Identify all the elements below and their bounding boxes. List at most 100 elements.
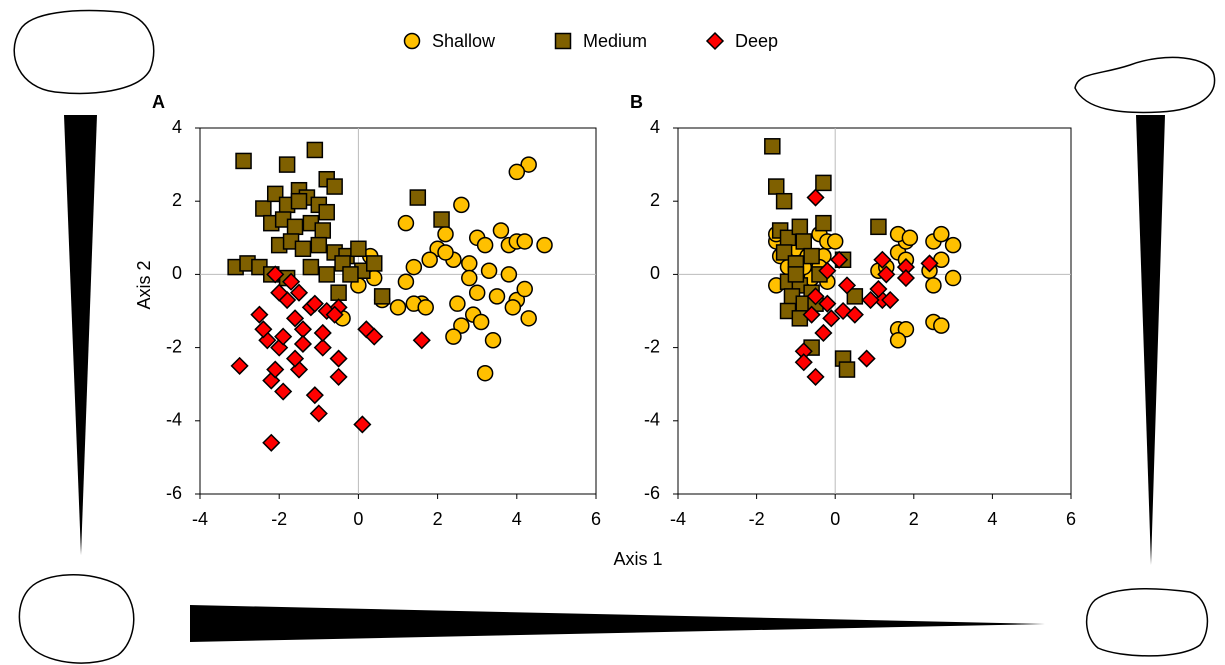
data-point: [235, 152, 252, 170]
data-point: [830, 250, 849, 269]
data-point: [901, 229, 919, 247]
y-tick-label: 0: [650, 263, 660, 283]
data-point: [520, 310, 537, 327]
data-point: [289, 283, 309, 302]
data-point: [897, 321, 915, 338]
x-tick-label: 6: [1066, 509, 1076, 529]
y-tick-label: -6: [644, 483, 660, 503]
data-point: [397, 273, 415, 290]
data-point: [920, 254, 939, 273]
data-point: [846, 288, 864, 305]
data-point: [254, 320, 273, 339]
x-tick-label: -2: [749, 509, 765, 529]
data-point: [285, 309, 305, 328]
decoration-blob: [18, 574, 135, 664]
y-tick-label: 4: [650, 117, 660, 137]
data-point: [795, 233, 813, 250]
data-point: [278, 156, 296, 173]
data-point: [476, 236, 494, 254]
data-point: [306, 141, 324, 159]
data-point: [492, 222, 510, 239]
data-point: [313, 323, 332, 343]
data-point: [421, 251, 438, 269]
data-point: [933, 317, 950, 334]
legend-marker: [554, 32, 572, 50]
x-tick-label: -2: [271, 509, 287, 529]
data-point: [305, 294, 324, 313]
data-point: [870, 218, 887, 236]
x-tick-label: 6: [591, 509, 601, 529]
data-point: [453, 317, 470, 334]
x-axis-label: Axis 1: [613, 549, 662, 569]
data-point: [305, 386, 324, 405]
data-point: [500, 266, 518, 283]
data-point: [445, 328, 462, 345]
decoration-wedge: [190, 605, 1045, 642]
data-point: [944, 236, 962, 254]
data-point: [806, 287, 825, 306]
data-point: [516, 233, 533, 250]
y-tick-label: -4: [166, 410, 182, 430]
decoration-blob: [1086, 588, 1209, 657]
data-point: [806, 367, 825, 386]
data-point: [845, 305, 864, 324]
decoration-blob: [13, 9, 155, 95]
data-point: [873, 250, 892, 269]
data-point: [468, 284, 486, 301]
data-point: [806, 188, 825, 207]
data-point: [488, 288, 506, 305]
data-point: [409, 189, 427, 206]
data-point: [433, 211, 450, 228]
y-axis-label: Axis 2: [134, 260, 154, 309]
y-tick-label: 4: [172, 117, 182, 137]
y-tick-label: -2: [166, 336, 182, 356]
data-point: [516, 280, 533, 298]
decoration-wedge: [1136, 115, 1165, 565]
data-point: [230, 356, 249, 375]
data-point: [461, 255, 478, 272]
data-point: [329, 367, 348, 386]
x-tick-label: -4: [670, 509, 686, 529]
data-point: [290, 192, 308, 210]
y-tick-label: 2: [172, 190, 182, 210]
data-point: [318, 203, 335, 221]
data-point: [365, 327, 384, 346]
data-point: [453, 196, 470, 214]
data-point: [815, 174, 832, 192]
data-point: [837, 276, 857, 295]
data-point: [250, 305, 269, 324]
x-tick-label: 4: [987, 509, 997, 529]
data-point: [330, 284, 347, 301]
data-point: [869, 279, 888, 299]
data-point: [437, 225, 454, 243]
data-point: [314, 222, 332, 239]
legend-marker: [705, 31, 725, 51]
data-point: [255, 200, 272, 217]
panel-label: A: [152, 92, 165, 112]
plot-frame: [199, 127, 597, 495]
data-point: [282, 272, 301, 291]
data-point: [350, 240, 367, 258]
y-tick-label: 2: [650, 190, 660, 210]
data-point: [449, 295, 466, 312]
data-point: [787, 266, 805, 283]
legend-label: Shallow: [432, 31, 496, 51]
data-point: [405, 258, 423, 276]
data-point: [802, 305, 821, 324]
data-point: [285, 349, 305, 368]
data-point: [815, 214, 832, 232]
data-point: [826, 233, 844, 250]
y-tick-label: 0: [172, 263, 182, 283]
data-point: [877, 265, 896, 284]
data-point: [504, 299, 522, 316]
legend-label: Medium: [583, 31, 647, 51]
x-tick-label: 4: [512, 509, 522, 529]
y-tick-label: -4: [644, 410, 660, 430]
x-tick-label: 2: [909, 509, 919, 529]
data-point: [373, 288, 391, 305]
decoration-blob: [1074, 56, 1216, 114]
data-point: [520, 156, 537, 173]
data-point: [325, 305, 344, 324]
data-point: [818, 294, 837, 313]
